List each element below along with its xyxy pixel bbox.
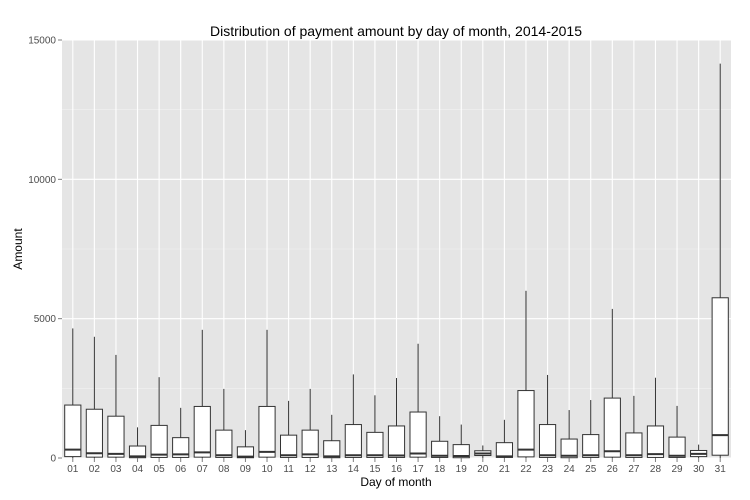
box-iqr [150,424,168,458]
x-tick-label: 27 [628,464,640,475]
x-tick-label: 26 [607,464,619,475]
y-tick-label: 0 [50,454,56,465]
x-tick-label: 10 [261,464,273,475]
x-tick-label: 25 [585,464,597,475]
box-day-24 [560,410,578,459]
x-tick-label: 31 [715,464,727,475]
box-iqr [107,415,125,458]
box-day-15 [366,395,384,458]
box-iqr [387,425,406,458]
box-iqr [215,429,233,458]
x-axis-label: Day of month [360,475,431,489]
x-tick-label: 06 [175,464,187,475]
box-iqr [64,404,82,458]
box-day-14 [344,374,362,458]
x-tick-label: 13 [326,464,338,475]
box-day-16 [387,378,406,458]
x-tick-label: 22 [520,464,532,475]
box-day-28 [646,377,665,458]
box-iqr [236,446,255,459]
chart-title: Distribution of payment amount by day of… [210,23,582,39]
box-day-10 [258,329,276,458]
x-tick-label: 09 [240,464,252,475]
box-day-20 [474,445,492,458]
x-tick-label: 03 [110,464,122,475]
box-iqr [172,437,190,458]
x-tick-label: 23 [542,464,554,475]
x-tick-label: 02 [89,464,101,475]
box-iqr [711,297,729,456]
y-tick-label: 15000 [28,36,56,47]
x-tick-label: 05 [154,464,166,475]
box-day-27 [625,395,643,458]
x-tick-label: 20 [477,464,489,475]
box-day-04 [128,427,147,459]
box-day-12 [301,388,319,458]
x-tick-label: 11 [283,464,294,475]
box-day-19 [452,424,470,459]
box-iqr [495,442,513,458]
x-tick-label: 01 [67,464,79,475]
box-day-25 [582,400,600,458]
box-day-05 [150,377,168,458]
x-tick-label: 28 [650,464,662,475]
box-iqr [128,445,147,459]
x-tick-label: 15 [369,464,381,475]
box-iqr [582,434,600,458]
box-iqr [366,431,384,458]
x-tick-label: 29 [671,464,683,475]
box-iqr [409,411,427,458]
x-tick-label: 12 [305,464,317,475]
box-day-01 [64,328,82,458]
box-day-06 [172,407,190,458]
box-day-31 [711,63,729,458]
box-day-18 [431,416,449,458]
box-iqr [646,425,665,458]
x-tick-label: 24 [564,464,576,475]
box-iqr [452,444,470,459]
box-day-13 [323,414,341,459]
y-axis-label: Amount [11,228,25,270]
box-iqr [301,429,319,458]
box-day-30 [690,444,708,458]
box-iqr [344,424,362,458]
box-day-23 [538,374,557,458]
box-day-29 [668,405,686,458]
box-day-09 [236,430,255,459]
box-day-26 [603,308,621,458]
x-tick-label: 16 [391,464,403,475]
box-day-07 [193,329,211,458]
x-tick-label: 17 [413,464,425,475]
box-day-02 [85,336,103,458]
y-tick-label: 5000 [34,314,57,325]
box-day-21 [495,419,513,458]
box-iqr [517,390,535,458]
x-tick-label: 18 [434,464,446,475]
x-tick-label: 19 [456,464,468,475]
box-day-17 [409,343,427,458]
box-iqr [668,436,686,458]
y-tick-label: 10000 [28,175,56,186]
box-day-03 [107,354,125,458]
box-iqr [538,424,557,458]
box-iqr [193,405,211,458]
box-iqr [280,434,298,458]
box-iqr [560,438,578,459]
box-iqr [323,440,341,459]
box-day-11 [280,400,298,458]
box-iqr [85,408,103,458]
x-tick-label: 21 [499,464,511,475]
box-day-22 [517,290,535,458]
x-tick-label: 30 [693,464,705,475]
box-iqr [258,405,276,458]
x-tick-label: 08 [218,464,230,475]
box-iqr [625,432,643,458]
box-iqr [603,397,621,458]
box-day-08 [215,388,233,458]
x-tick-label: 14 [348,464,360,475]
x-tick-label: 07 [197,464,209,475]
x-tick-label: 04 [132,464,144,475]
box-iqr [431,440,449,458]
